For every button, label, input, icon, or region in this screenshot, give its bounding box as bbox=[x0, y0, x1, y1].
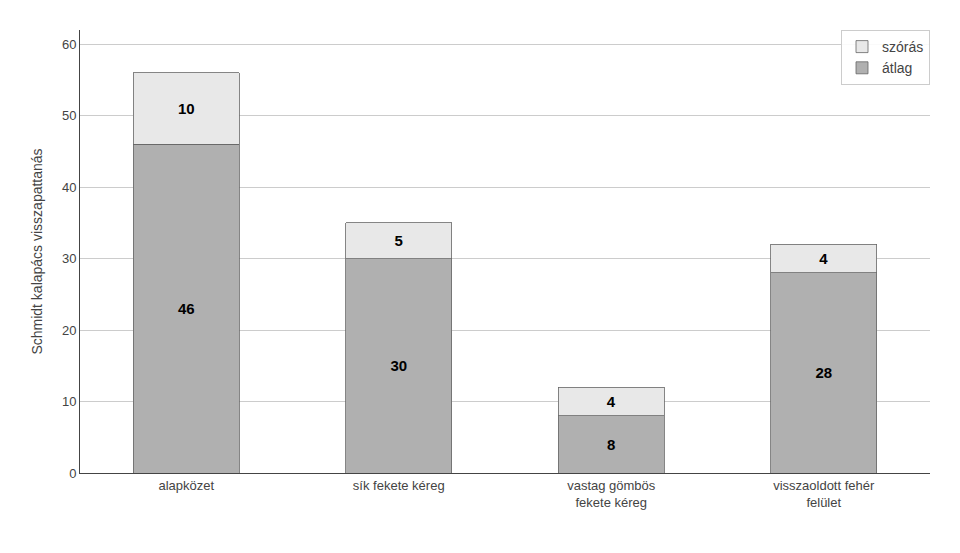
svg-text:Schmidt kalapács visszapattaná: Schmidt kalapács visszapattanás bbox=[29, 148, 45, 354]
svg-text:4: 4 bbox=[819, 250, 828, 267]
svg-text:10: 10 bbox=[62, 394, 76, 409]
svg-text:30: 30 bbox=[390, 357, 407, 374]
svg-text:20: 20 bbox=[62, 323, 76, 338]
svg-text:40: 40 bbox=[62, 180, 76, 195]
svg-text:28: 28 bbox=[815, 364, 832, 381]
svg-text:vastag gömbösfekete kéreg: vastag gömbösfekete kéreg bbox=[567, 478, 656, 510]
svg-text:átlag: átlag bbox=[882, 60, 912, 76]
svg-text:5: 5 bbox=[395, 232, 403, 249]
svg-text:30: 30 bbox=[62, 251, 76, 266]
svg-text:0: 0 bbox=[69, 466, 76, 481]
svg-text:46: 46 bbox=[178, 300, 195, 317]
svg-text:8: 8 bbox=[607, 436, 615, 453]
svg-text:alapközet: alapközet bbox=[158, 478, 214, 493]
svg-text:visszaoldott fehérfelület: visszaoldott fehérfelület bbox=[773, 478, 875, 510]
svg-text:4: 4 bbox=[607, 393, 616, 410]
svg-text:sík fekete kéreg: sík fekete kéreg bbox=[353, 478, 445, 493]
svg-text:60: 60 bbox=[62, 37, 76, 52]
svg-text:10: 10 bbox=[178, 100, 195, 117]
svg-text:50: 50 bbox=[62, 108, 76, 123]
svg-text:szórás: szórás bbox=[882, 39, 923, 55]
